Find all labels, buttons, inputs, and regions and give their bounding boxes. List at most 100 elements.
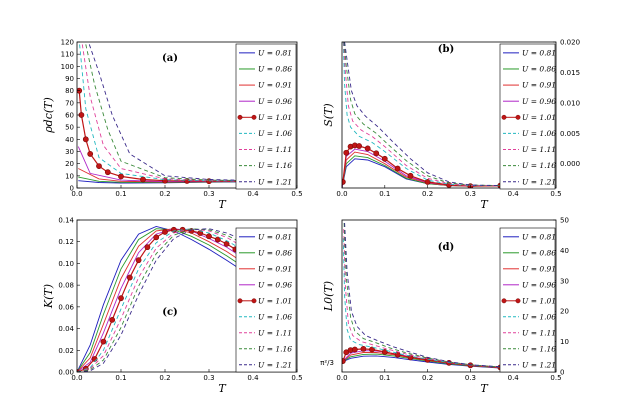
x-tick-label: 0.4 — [508, 190, 520, 198]
series-line-0.86 — [342, 155, 501, 188]
series-line-1.16 — [343, 42, 501, 187]
legend-label: U = 1.21 — [258, 177, 292, 186]
x-tick-label: 0.2 — [422, 190, 433, 198]
marker-point — [162, 229, 168, 235]
legend-label: U = 0.81 — [522, 48, 556, 57]
marker-point — [394, 165, 401, 172]
marker-point — [373, 150, 380, 157]
y-tick-label: 20 — [560, 308, 569, 316]
series-line-1.11 — [81, 44, 240, 182]
x-axis-label: T — [480, 198, 489, 211]
panel-a: 0.0 0.1 0.2 0.3 0.4 0.5 0 10 20 30 40 50 60 70 80 90 100… — [42, 39, 303, 212]
legend-label: U = 1.21 — [522, 177, 556, 186]
y-tick-label: 0.14 — [58, 217, 74, 225]
y-tick-label: 30 — [560, 277, 569, 285]
legend-marker — [515, 298, 521, 304]
panel-label: (c) — [162, 307, 178, 318]
marker-point — [144, 244, 151, 251]
x-tick-label: 0.5 — [291, 374, 302, 382]
y-axis-label: S(T) — [322, 103, 335, 126]
series-line-0.96 — [77, 146, 240, 183]
marker-point — [135, 257, 142, 264]
marker-point — [109, 316, 116, 323]
legend-label: U = 1.16 — [258, 344, 292, 353]
marker-point — [351, 346, 358, 353]
y-tick-label: 40 — [65, 136, 74, 144]
y-tick-label: 0 — [560, 369, 564, 377]
marker-point — [104, 169, 111, 176]
y-tick-label: 0.12 — [58, 238, 74, 246]
legend-box — [235, 227, 297, 373]
legend-marker — [237, 114, 243, 120]
x-axis-label: T — [218, 198, 227, 211]
panel-b: 0.0 0.1 0.2 0.3 0.4 0.5 0.000 0.005 0.010 0.015 0.… — [322, 39, 580, 212]
y-tick-label: 0.08 — [58, 282, 74, 290]
x-tick-label: 0.5 — [550, 190, 561, 198]
series-line-1.06 — [77, 228, 241, 372]
x-tick-label: 0.4 — [247, 374, 259, 382]
legend-label: U = 0.96 — [258, 280, 292, 289]
panel-label: (a) — [162, 53, 178, 64]
marker-point — [364, 145, 371, 152]
marker-point — [140, 176, 146, 183]
legend: U = 0.81 U = 0.86 U = 0.91 U = 0.96 U = 1.01… — [235, 227, 297, 373]
legend-box — [499, 227, 556, 373]
legend-label: U = 1.21 — [258, 360, 292, 369]
legend-label: U = 0.91 — [522, 264, 556, 273]
legend-marker — [251, 114, 257, 120]
legend-label: U = 1.01 — [258, 296, 292, 305]
series-line-1.01 — [78, 90, 240, 182]
y-tick-label: 0.06 — [58, 303, 74, 311]
legend-box — [499, 43, 556, 190]
marker-point — [381, 155, 388, 162]
series-group — [77, 44, 243, 185]
legend-label: U = 0.96 — [522, 280, 556, 289]
x-tick-label: 0.2 — [159, 190, 170, 198]
marker-point — [381, 349, 388, 355]
x-tick-label: 0.3 — [465, 374, 476, 382]
y-tick-label: 90 — [65, 75, 74, 83]
x-tick-label: 0.0 — [71, 190, 82, 198]
legend-label: U = 1.01 — [258, 113, 292, 122]
legend-marker — [251, 298, 257, 304]
marker-point — [342, 179, 346, 185]
x-tick-label: 0.3 — [203, 374, 214, 382]
series-line-1.11 — [77, 228, 241, 372]
legend-marker — [501, 114, 507, 120]
legend-label: U = 0.86 — [258, 65, 292, 74]
y-tick-label: 20 — [65, 160, 74, 168]
x-tick-label: 0.3 — [465, 190, 476, 198]
x-tick-label: 0.3 — [203, 190, 214, 198]
axes-frame — [341, 41, 557, 189]
series-group — [342, 222, 504, 371]
legend-label: U = 0.81 — [258, 48, 292, 57]
legend-label: U = 1.06 — [258, 312, 292, 321]
series-line-0.91 — [77, 228, 241, 372]
marker-point — [424, 179, 431, 185]
y-tick-label: 0.04 — [58, 325, 74, 333]
x-tick-label: 0.2 — [422, 374, 433, 382]
y-tick-label: 60 — [65, 112, 74, 120]
legend-label: U = 0.96 — [522, 97, 556, 106]
y-tick-label: 0.000 — [560, 160, 580, 168]
legend-label: U = 0.86 — [258, 248, 292, 257]
legend-label: U = 1.06 — [522, 312, 556, 321]
y-tick-label: 0.10 — [58, 260, 74, 268]
legend-label: U = 0.91 — [258, 264, 292, 273]
legend-label: U = 1.11 — [258, 328, 292, 337]
legend-label: U = 1.06 — [522, 129, 556, 138]
y-tick-label: 10 — [560, 338, 569, 346]
series-line-1.01 — [77, 229, 241, 372]
series-line-1.21 — [77, 228, 240, 372]
legend-label: U = 0.81 — [522, 232, 556, 241]
y-tick-label: 0.005 — [560, 130, 580, 138]
panel-d: 0.0 0.1 0.2 0.3 0.4 0.50 10 20 30 40 50 T L0(T) π²/3 (… — [320, 217, 569, 396]
y-tick-label: 30 — [65, 148, 74, 156]
series-line-1.16 — [77, 228, 240, 372]
series-line-0.96 — [77, 228, 241, 372]
legend-label: U = 1.16 — [522, 161, 556, 170]
series-line-1.11 — [343, 42, 501, 187]
x-tick-label: 0.1 — [115, 374, 126, 382]
x-tick-label: 0.5 — [291, 190, 302, 198]
